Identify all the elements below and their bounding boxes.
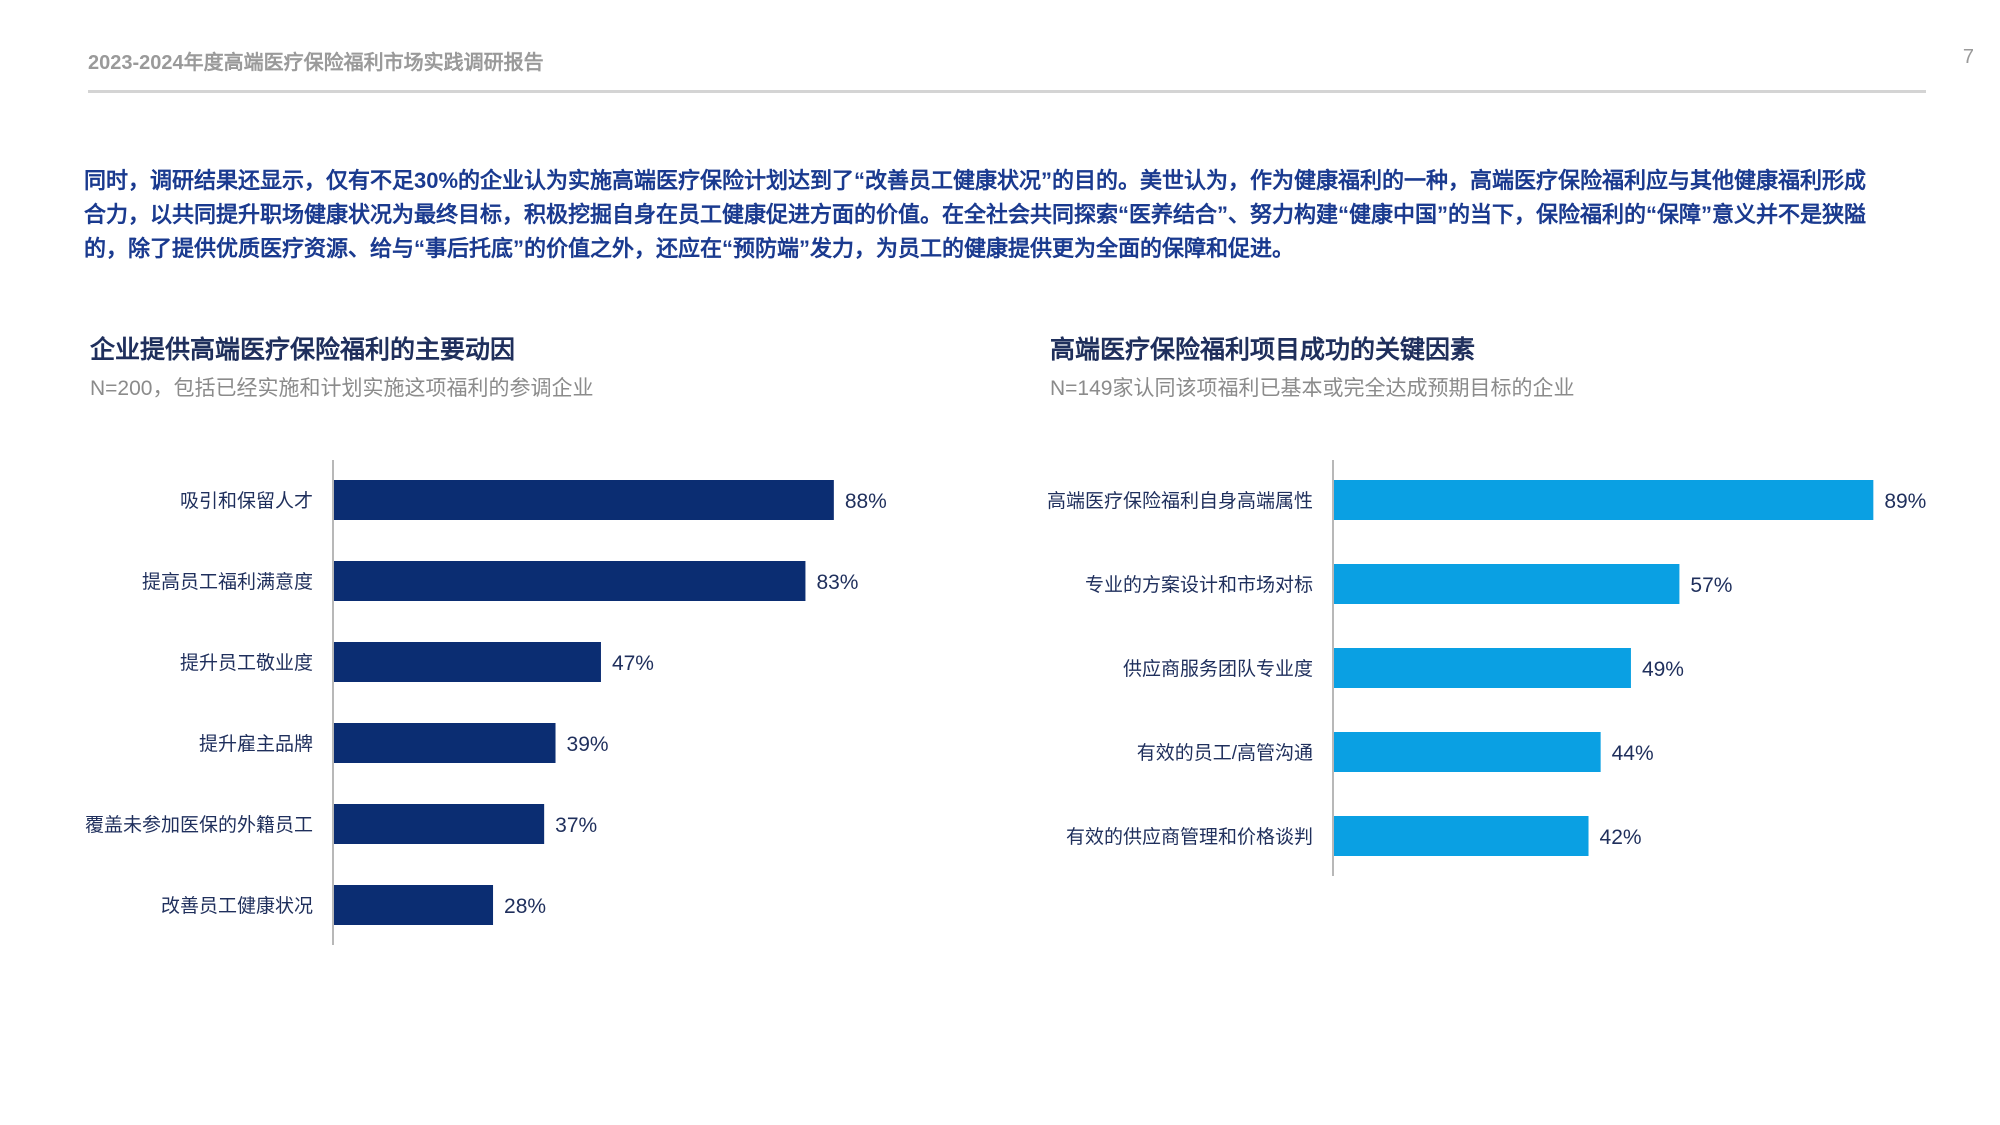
category-label: 吸引和保留人才 xyxy=(180,490,313,512)
bar xyxy=(334,885,494,925)
right-chart-title: 高端医疗保险福利项目成功的关键因素 xyxy=(1050,336,1476,364)
bar xyxy=(1334,732,1601,772)
bar xyxy=(334,480,834,520)
intro-paragraph: 同时，调研结果还显示，仅有不足30%的企业认为实施高端医疗保险计划达到了“改善员… xyxy=(84,168,1867,261)
bar xyxy=(1334,816,1589,856)
value-label: 39% xyxy=(567,733,609,756)
report-title: 2023-2024年度高端医疗保险福利市场实践调研报告 xyxy=(88,52,544,74)
value-label: 28% xyxy=(504,895,546,918)
value-label: 83% xyxy=(816,571,858,594)
bar xyxy=(1334,480,1874,520)
value-label: 88% xyxy=(845,490,887,513)
right-bar-chart: 高端医疗保险福利自身高端属性 89% 专业的方案设计和市场对标 57% 供应商服务团队专… xyxy=(1047,460,1926,876)
category-label: 有效的员工/高管沟通 xyxy=(1137,742,1313,764)
value-label: 37% xyxy=(555,814,597,837)
bar xyxy=(1334,648,1631,688)
left-chart-title: 企业提供高端医疗保险福利的主要动因 xyxy=(90,336,516,364)
value-label: 47% xyxy=(612,652,654,675)
left-bar-chart: 吸引和保留人才 88% 提高员工福利满意度 83% 提升员工敬业度 47% 提升雇主品牌 39… xyxy=(85,460,887,945)
value-label: 44% xyxy=(1612,742,1654,765)
bar xyxy=(334,723,556,763)
category-label: 有效的供应商管理和价格谈判 xyxy=(1066,826,1313,848)
page-number: 7 xyxy=(1962,46,1974,68)
header-divider xyxy=(88,90,1926,93)
bar xyxy=(1334,564,1680,604)
category-label: 覆盖未参加医保的外籍员工 xyxy=(85,814,313,836)
right-chart-subtitle: N=149家认同该项福利已基本或完全达成预期目标的企业 xyxy=(1050,377,1575,400)
bar xyxy=(334,642,601,682)
value-label: 42% xyxy=(1600,826,1642,849)
value-label: 49% xyxy=(1642,658,1684,681)
bar xyxy=(334,561,806,601)
category-label: 改善员工健康状况 xyxy=(161,895,313,917)
category-label: 供应商服务团队专业度 xyxy=(1123,658,1313,680)
category-label: 提升员工敬业度 xyxy=(180,652,313,674)
category-label: 提升雇主品牌 xyxy=(199,733,313,755)
category-label: 高端医疗保险福利自身高端属性 xyxy=(1047,490,1313,512)
category-label: 专业的方案设计和市场对标 xyxy=(1085,574,1313,596)
bar xyxy=(334,804,545,844)
left-chart-subtitle: N=200，包括已经实施和计划实施这项福利的参调企业 xyxy=(90,377,594,400)
category-label: 提高员工福利满意度 xyxy=(142,571,313,593)
value-label: 57% xyxy=(1690,574,1732,597)
value-label: 89% xyxy=(1884,490,1926,513)
